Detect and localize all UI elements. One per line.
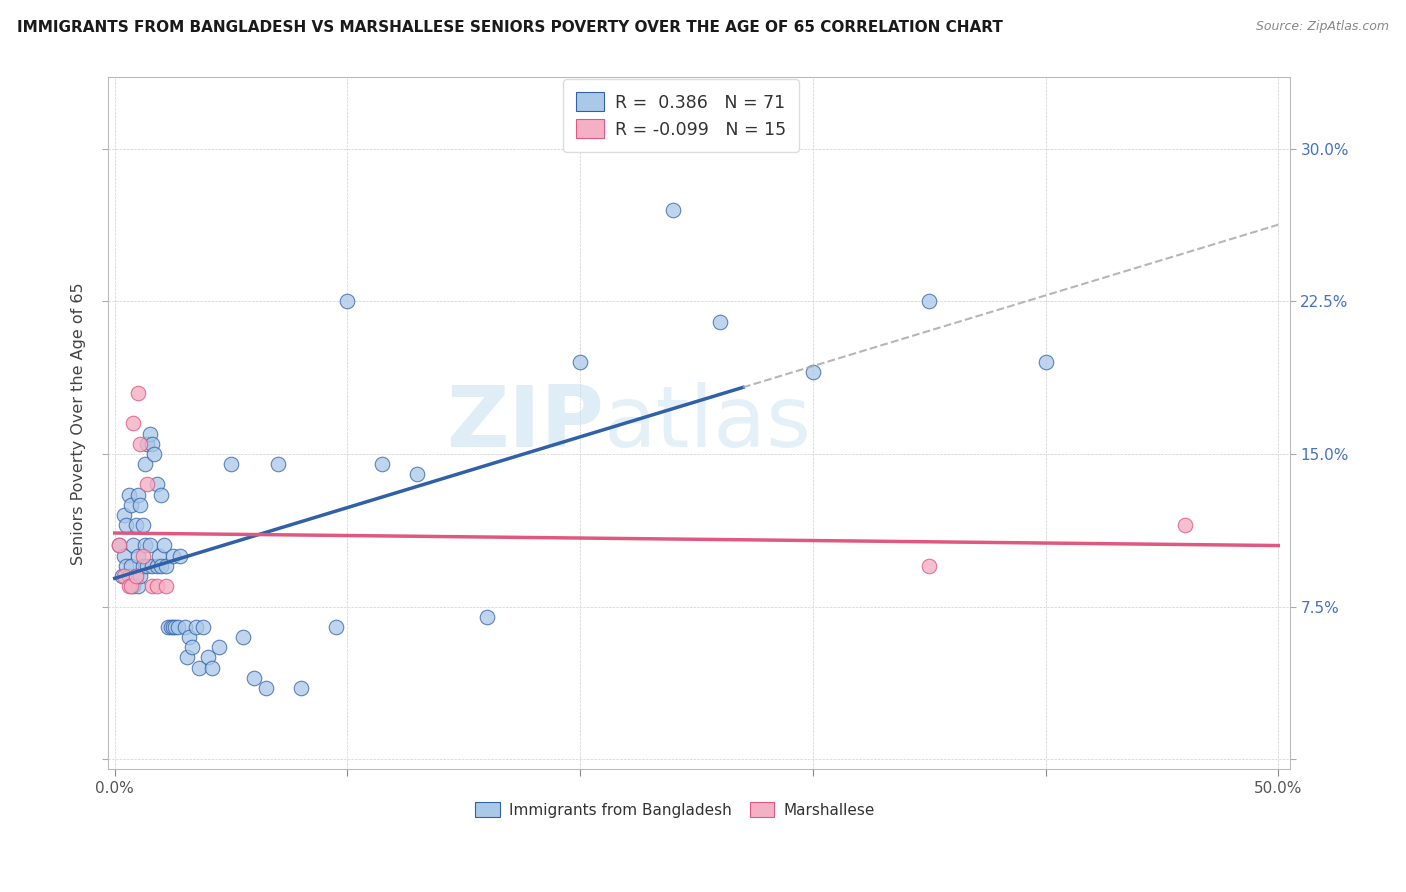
Point xyxy=(918,294,941,309)
Text: Source: ZipAtlas.com: Source: ZipAtlas.com xyxy=(1256,20,1389,33)
Point xyxy=(127,385,149,400)
Point xyxy=(918,558,941,573)
Point xyxy=(150,487,173,501)
Point xyxy=(127,579,149,593)
Point xyxy=(125,569,148,583)
Point xyxy=(201,660,224,674)
Point xyxy=(406,467,429,482)
Point xyxy=(162,620,184,634)
Point xyxy=(136,436,159,450)
Point xyxy=(131,518,153,533)
Point xyxy=(141,558,163,573)
Point xyxy=(219,457,242,471)
Point xyxy=(162,549,184,563)
Point xyxy=(120,579,142,593)
Point xyxy=(138,539,160,553)
Point xyxy=(148,549,170,563)
Point xyxy=(187,660,209,674)
Point xyxy=(159,620,181,634)
Point xyxy=(125,569,148,583)
Point xyxy=(145,477,167,491)
Point xyxy=(129,569,152,583)
Point xyxy=(108,539,131,553)
Point xyxy=(179,630,201,644)
Point xyxy=(115,518,138,533)
Point xyxy=(152,539,174,553)
Point xyxy=(136,558,159,573)
Point xyxy=(141,579,163,593)
Point xyxy=(186,620,208,634)
Point xyxy=(115,558,138,573)
Point xyxy=(122,539,145,553)
Point xyxy=(141,436,163,450)
Point xyxy=(475,609,498,624)
Point xyxy=(127,487,149,501)
Point xyxy=(193,620,215,634)
Y-axis label: Seniors Poverty Over the Age of 65: Seniors Poverty Over the Age of 65 xyxy=(72,282,86,565)
Point xyxy=(111,569,134,583)
Point xyxy=(122,417,145,431)
Point xyxy=(254,681,277,695)
Point xyxy=(243,671,266,685)
Point xyxy=(129,498,152,512)
Point xyxy=(145,579,167,593)
Point xyxy=(118,579,141,593)
Text: IMMIGRANTS FROM BANGLADESH VS MARSHALLESE SENIORS POVERTY OVER THE AGE OF 65 COR: IMMIGRANTS FROM BANGLADESH VS MARSHALLES… xyxy=(17,20,1002,35)
Point xyxy=(165,620,187,634)
Point xyxy=(801,366,824,380)
Point xyxy=(169,549,191,563)
Point xyxy=(118,487,141,501)
Point xyxy=(112,569,135,583)
Legend: Immigrants from Bangladesh, Marshallese: Immigrants from Bangladesh, Marshallese xyxy=(470,796,882,824)
Point xyxy=(155,558,177,573)
Point xyxy=(112,508,135,522)
Point xyxy=(134,457,156,471)
Point xyxy=(709,315,731,329)
Point xyxy=(266,457,288,471)
Point xyxy=(131,558,153,573)
Point xyxy=(120,498,142,512)
Point xyxy=(1174,518,1197,533)
Point xyxy=(157,620,180,634)
Point xyxy=(173,620,195,634)
Point xyxy=(122,579,145,593)
Point xyxy=(1035,355,1057,369)
Point xyxy=(143,447,166,461)
Point xyxy=(150,558,173,573)
Point xyxy=(569,355,592,369)
Point xyxy=(118,569,141,583)
Point xyxy=(108,539,131,553)
Point xyxy=(131,549,153,563)
Point xyxy=(120,558,142,573)
Text: ZIP: ZIP xyxy=(447,382,605,465)
Point xyxy=(336,294,359,309)
Point xyxy=(138,426,160,441)
Point xyxy=(166,620,188,634)
Point xyxy=(232,630,254,644)
Point xyxy=(112,549,135,563)
Point xyxy=(371,457,394,471)
Point xyxy=(127,549,149,563)
Point xyxy=(197,650,219,665)
Point xyxy=(208,640,231,655)
Point xyxy=(662,202,685,217)
Point xyxy=(145,558,167,573)
Point xyxy=(325,620,347,634)
Point xyxy=(129,436,152,450)
Text: atlas: atlas xyxy=(605,382,813,465)
Point xyxy=(155,579,177,593)
Point xyxy=(180,640,202,655)
Point xyxy=(134,539,156,553)
Point xyxy=(290,681,312,695)
Point xyxy=(125,518,148,533)
Point xyxy=(176,650,198,665)
Point xyxy=(136,477,159,491)
